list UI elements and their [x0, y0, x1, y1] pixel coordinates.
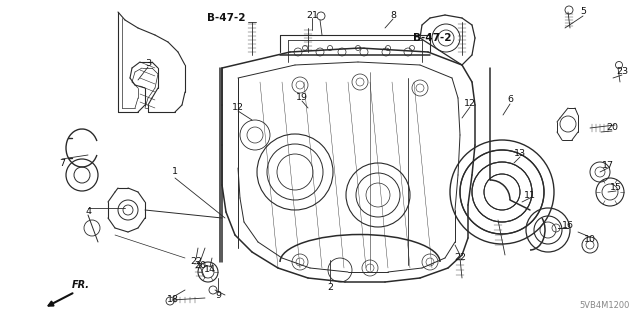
Text: 13: 13 [514, 149, 526, 158]
Text: 16: 16 [562, 220, 574, 229]
Text: 2: 2 [327, 283, 333, 292]
Text: 4: 4 [85, 207, 91, 217]
Text: 8: 8 [390, 11, 396, 19]
Text: 17: 17 [602, 160, 614, 169]
Text: 23: 23 [616, 68, 628, 77]
Text: 18: 18 [167, 295, 179, 305]
Text: 5: 5 [580, 8, 586, 17]
Text: 14: 14 [204, 265, 216, 275]
Text: 10: 10 [584, 235, 596, 244]
Text: 19: 19 [296, 93, 308, 102]
Text: 11: 11 [524, 190, 536, 199]
Text: 1: 1 [172, 167, 178, 176]
Text: 7: 7 [59, 159, 65, 167]
Text: 15: 15 [610, 183, 622, 192]
Text: 9: 9 [215, 291, 221, 300]
Text: 20: 20 [606, 123, 618, 132]
Text: 12: 12 [464, 99, 476, 108]
Text: 5VB4M1200: 5VB4M1200 [580, 301, 630, 310]
Text: 20: 20 [194, 261, 206, 270]
Text: 22: 22 [454, 254, 466, 263]
Text: 6: 6 [507, 95, 513, 105]
Text: FR.: FR. [72, 280, 90, 290]
Text: 21: 21 [306, 11, 318, 19]
Text: 22: 22 [190, 257, 202, 266]
Text: B-47-2: B-47-2 [207, 13, 245, 23]
Text: 12: 12 [232, 103, 244, 113]
Text: B-47-2: B-47-2 [413, 33, 451, 43]
Text: 3: 3 [145, 58, 151, 68]
